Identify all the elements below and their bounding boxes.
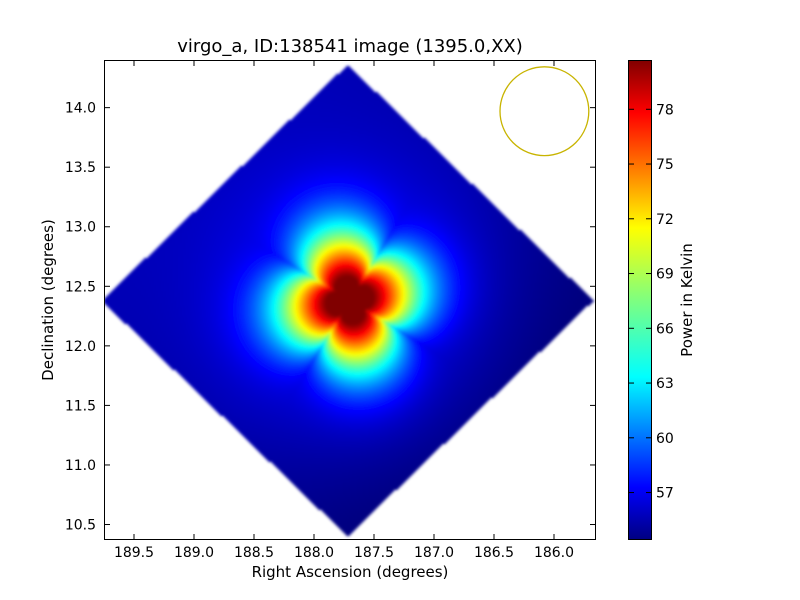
x-tick-label: 187.0	[414, 545, 454, 561]
colorbar-tick-label: 66	[656, 321, 674, 337]
x-axis: 189.5 189.0 188.5 188.0 187.5 187.0 186.5 186.0	[114, 60, 574, 561]
colorbar-tick-label: 60	[656, 431, 674, 447]
colorbar-label: Power in Kelvin	[678, 243, 696, 357]
colorbar-tick-label: 72	[656, 212, 674, 228]
y-tick-label: 13.0	[65, 220, 96, 236]
x-tick-label: 186.5	[474, 545, 514, 561]
colorbar-tick-label: 57	[656, 486, 674, 502]
x-tick-label: 186.0	[534, 545, 574, 561]
colorbar-tick-label: 75	[656, 157, 674, 173]
colorbar-tick-label: 78	[656, 102, 674, 118]
colorbar-gradient	[628, 60, 652, 540]
heatmap-image	[104, 60, 596, 540]
colorbar-tick-label: 69	[656, 267, 674, 283]
y-tick-label: 12.0	[65, 339, 96, 355]
y-tick-label: 12.5	[65, 279, 96, 295]
colorbar-frame	[628, 60, 652, 540]
chart-title: virgo_a, ID:138541 image (1395.0,XX)	[177, 36, 523, 57]
y-tick-label: 14.0	[65, 101, 96, 117]
y-tick-label: 10.5	[65, 518, 96, 534]
y-axis-label: Declination (degrees)	[39, 219, 57, 381]
plot-area	[104, 60, 596, 540]
y-tick-label: 13.5	[65, 160, 96, 176]
x-tick-label: 187.5	[354, 545, 394, 561]
colorbar-ticks: 57 60 63 66 69 72 75 78	[628, 102, 674, 502]
y-axis: 10.5 11.0 11.5 12.0 12.5 13.0 13.5 14.0	[65, 101, 596, 534]
x-tick-label: 188.0	[294, 545, 334, 561]
y-tick-label: 11.5	[65, 398, 96, 414]
beam-circle	[499, 66, 590, 157]
x-axis-label: Right Ascension (degrees)	[252, 563, 449, 581]
plot-frame	[104, 60, 596, 540]
x-tick-label: 188.5	[234, 545, 274, 561]
x-tick-label: 189.0	[174, 545, 214, 561]
colorbar-tick-label: 63	[656, 376, 674, 392]
x-tick-label: 189.5	[114, 545, 154, 561]
colorbar: 57 60 63 66 69 72 75 78 Power in Kelvin	[628, 60, 696, 540]
y-tick-label: 11.0	[65, 458, 96, 474]
